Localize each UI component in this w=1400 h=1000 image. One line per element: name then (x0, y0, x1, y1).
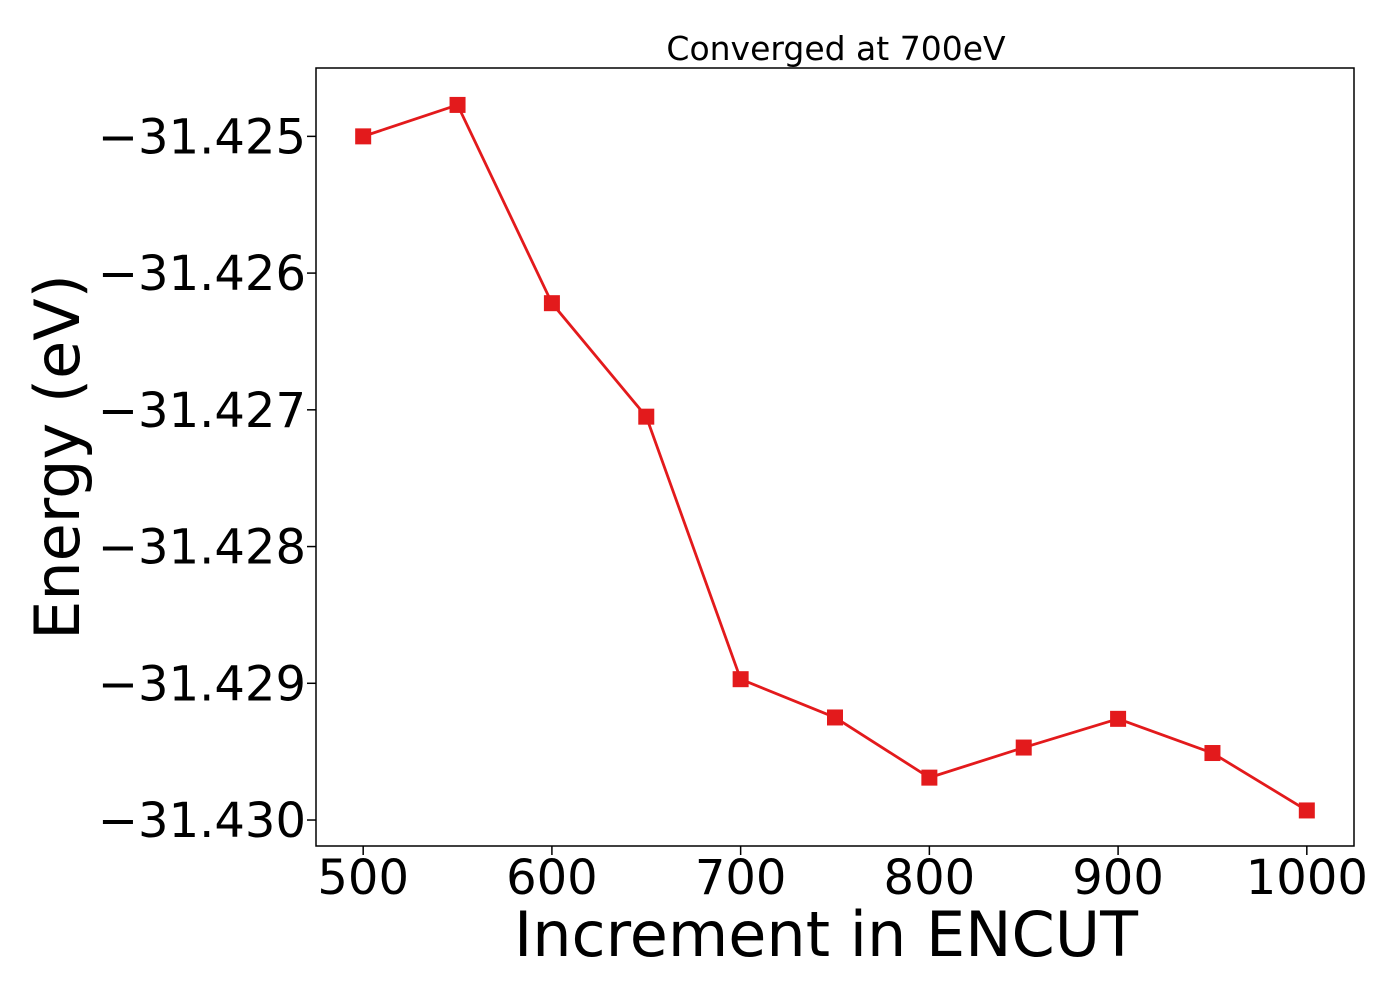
data-point (921, 769, 938, 786)
plot-area (355, 96, 1315, 819)
data-point (449, 96, 466, 113)
y-tick-label: −31.429 (98, 656, 306, 712)
y-axis-label: Energy (eV) (21, 274, 94, 640)
series-line (362, 103, 1308, 812)
data-point (1015, 739, 1032, 756)
plot-frame (315, 67, 1355, 847)
x-tick-label: 700 (695, 850, 787, 906)
x-tick-label: 800 (884, 850, 976, 906)
x-tick-label: 500 (317, 850, 409, 906)
data-point (827, 709, 843, 726)
x-axis-label: Increment in ENCUT (514, 898, 1139, 971)
data-point (732, 671, 749, 688)
y-tick-label: −31.430 (98, 793, 306, 849)
x-axis: 500 600 700 800 900 1000 (317, 846, 1368, 906)
x-tick-label: 600 (506, 850, 598, 906)
y-axis: −31.425 −31.426 −31.427 −31.428 −31.429 −31.4… (98, 109, 316, 849)
x-tick-label: 1000 (1246, 850, 1368, 906)
y-tick-label: −31.425 (98, 109, 306, 165)
x-tick-label: 900 (1072, 850, 1164, 906)
data-point (1110, 710, 1127, 727)
data-point (1204, 745, 1221, 762)
data-point (355, 128, 372, 145)
y-tick-label: −31.428 (98, 520, 306, 576)
y-tick-label: −31.426 (98, 246, 306, 302)
y-tick-label: −31.427 (98, 383, 306, 439)
chart-title: Converged at 700eV (666, 29, 1006, 68)
data-point (1298, 802, 1315, 819)
data-point (638, 408, 655, 425)
data-point (543, 295, 560, 312)
